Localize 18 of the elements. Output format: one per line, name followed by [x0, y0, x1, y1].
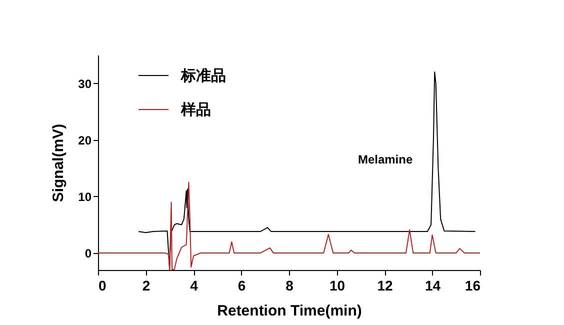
- x-tick-label: 10: [329, 278, 346, 294]
- x-tick-label: 8: [286, 278, 294, 294]
- y-axis-title: Signal(mV): [50, 124, 68, 202]
- x-tick-label: 12: [377, 278, 393, 294]
- x-tick-label: 16: [464, 278, 481, 294]
- x-tick-label: 0: [98, 278, 106, 294]
- legend-label: 标准品: [180, 68, 226, 84]
- x-tick-label: 2: [142, 278, 150, 294]
- x-axis-title: Retention Time(min): [217, 302, 362, 320]
- y-tick-label: 20: [78, 133, 92, 148]
- legend-label: 样品: [180, 102, 211, 118]
- x-tick-label: 14: [424, 278, 441, 294]
- annotation: Melamine: [358, 152, 413, 167]
- x-tick-label: 4: [190, 278, 198, 294]
- x-tick-label: 6: [238, 278, 246, 294]
- y-tick-label: 30: [78, 76, 92, 91]
- y-tick-label: 0: [84, 246, 92, 261]
- y-tick-label: 10: [78, 190, 92, 204]
